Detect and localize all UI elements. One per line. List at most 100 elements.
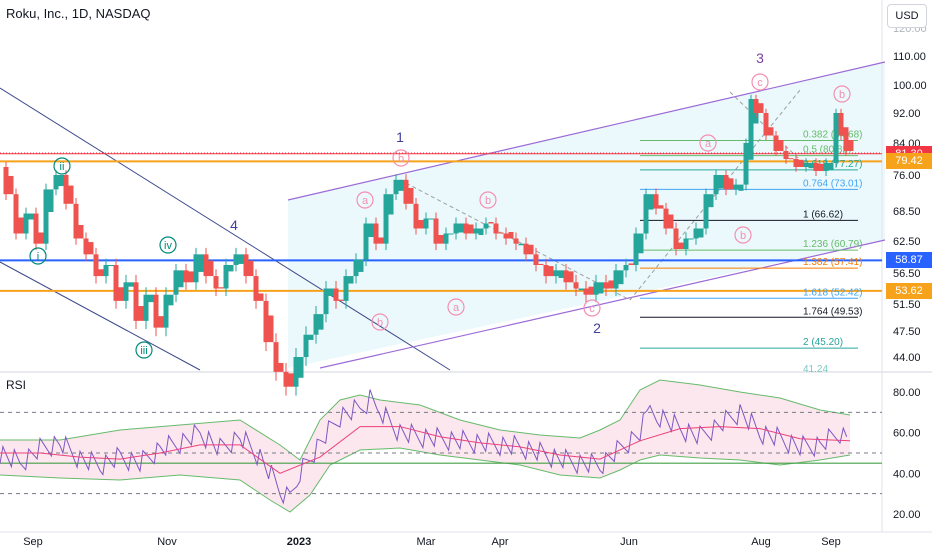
candle-body bbox=[608, 280, 614, 289]
candle-body bbox=[528, 244, 534, 255]
rsi-axis-tick: 80.00 bbox=[893, 387, 921, 399]
candle-body bbox=[438, 235, 444, 244]
candle-body bbox=[423, 218, 429, 229]
candle-body bbox=[848, 140, 854, 151]
downtrend-line-upper bbox=[0, 87, 451, 371]
price-axis-tick: 44.00 bbox=[893, 352, 921, 364]
rsi-line bbox=[0, 389, 848, 505]
elliott-wave-label: 4 bbox=[230, 217, 238, 233]
candle-body bbox=[588, 286, 594, 295]
candle-body bbox=[393, 179, 399, 195]
candle-body bbox=[808, 163, 814, 169]
fib-level-label: 0.382 (84.68) bbox=[803, 129, 863, 140]
candle-body bbox=[748, 99, 754, 143]
elliott-wave-label: 1 bbox=[396, 129, 404, 145]
candle-body bbox=[8, 175, 14, 195]
price-axis-tick: 110.00 bbox=[893, 51, 926, 63]
candle-body bbox=[33, 213, 39, 244]
candle-body bbox=[358, 259, 364, 272]
fib-level-label: 41.24 bbox=[803, 364, 828, 375]
candle-body bbox=[48, 189, 54, 212]
uptrend-channel-upper bbox=[287, 61, 886, 201]
candle-body bbox=[58, 175, 64, 187]
candle-body bbox=[638, 233, 644, 254]
candle-body bbox=[213, 276, 219, 289]
candle-body bbox=[793, 159, 799, 167]
rsi-axis-tick: 40.00 bbox=[893, 468, 921, 480]
candle-body bbox=[773, 135, 779, 151]
candle-body bbox=[583, 288, 589, 295]
candle-body bbox=[353, 259, 359, 277]
candle-body bbox=[443, 233, 449, 244]
candle-body bbox=[218, 287, 224, 289]
candle-body bbox=[803, 163, 809, 167]
candle-body bbox=[163, 294, 169, 328]
wave-circle-marker bbox=[833, 85, 851, 103]
candle-body bbox=[518, 243, 524, 246]
candle-body bbox=[283, 371, 289, 387]
wave-circle-text: i bbox=[37, 251, 39, 263]
wave-circle-text: b bbox=[839, 89, 845, 101]
rsi-band-fill bbox=[0, 380, 850, 512]
wave-circle-text: c bbox=[589, 303, 595, 315]
price-axis-tick: 51.50 bbox=[893, 299, 921, 311]
candle-body bbox=[323, 288, 329, 315]
candle-body bbox=[513, 238, 519, 244]
candle-body bbox=[28, 213, 34, 220]
candle-body bbox=[743, 143, 749, 185]
rsi-axis-tick: 20.00 bbox=[893, 509, 921, 521]
candle-body bbox=[688, 238, 694, 240]
candle-body bbox=[183, 270, 189, 283]
candle-body bbox=[243, 254, 249, 277]
candle-body bbox=[728, 178, 734, 190]
candle-body bbox=[88, 242, 94, 255]
candle-body bbox=[318, 314, 324, 330]
rsi-ma-line bbox=[0, 426, 851, 474]
candle-body bbox=[813, 163, 819, 171]
candle-body bbox=[93, 254, 99, 277]
candle-body bbox=[628, 263, 634, 265]
candle-body bbox=[698, 228, 704, 238]
wave-circle-marker bbox=[751, 73, 769, 91]
candle-body bbox=[613, 270, 619, 289]
candle-body bbox=[428, 218, 434, 220]
candle-body bbox=[188, 271, 194, 283]
wave-circle-text: iv bbox=[164, 240, 172, 252]
candle-body bbox=[263, 300, 269, 343]
candle-body bbox=[203, 254, 209, 277]
downtrend-line-lower bbox=[0, 261, 201, 371]
time-axis-tick: Sep bbox=[23, 536, 43, 548]
candle-body bbox=[433, 218, 439, 244]
candle-body bbox=[488, 222, 494, 224]
candle-body bbox=[73, 203, 79, 239]
candle-body bbox=[618, 270, 624, 285]
candle-body bbox=[83, 238, 89, 255]
time-axis-tick: 2023 bbox=[287, 536, 311, 548]
currency-button[interactable]: USD bbox=[887, 4, 927, 28]
candle-body bbox=[523, 243, 529, 255]
candle-body bbox=[398, 179, 404, 191]
wave-circle-text: a bbox=[453, 302, 460, 314]
candle-body bbox=[23, 213, 29, 234]
price-axis-tick: 68.50 bbox=[893, 206, 921, 218]
wave-circle-text: a bbox=[362, 195, 369, 207]
candle-body bbox=[508, 232, 514, 239]
candle-body bbox=[173, 270, 179, 295]
candle-body bbox=[683, 238, 689, 249]
wave-circle-text: b bbox=[485, 195, 491, 207]
candle-body bbox=[623, 265, 629, 271]
fib-level-label: 1 (66.62) bbox=[803, 209, 843, 220]
candle-body bbox=[503, 233, 509, 239]
candle-body bbox=[838, 113, 844, 136]
wave-circle-marker bbox=[356, 191, 374, 209]
wave-dashed-line bbox=[729, 91, 801, 161]
wave-circle-marker bbox=[583, 299, 601, 317]
candle-body bbox=[753, 99, 759, 113]
candle-body bbox=[153, 294, 159, 328]
wave-circle-text: b bbox=[377, 317, 383, 329]
price-axis-tick: 92.00 bbox=[893, 108, 921, 120]
candle-body bbox=[578, 288, 584, 291]
candle-body bbox=[208, 260, 214, 277]
candle-body bbox=[288, 373, 294, 387]
